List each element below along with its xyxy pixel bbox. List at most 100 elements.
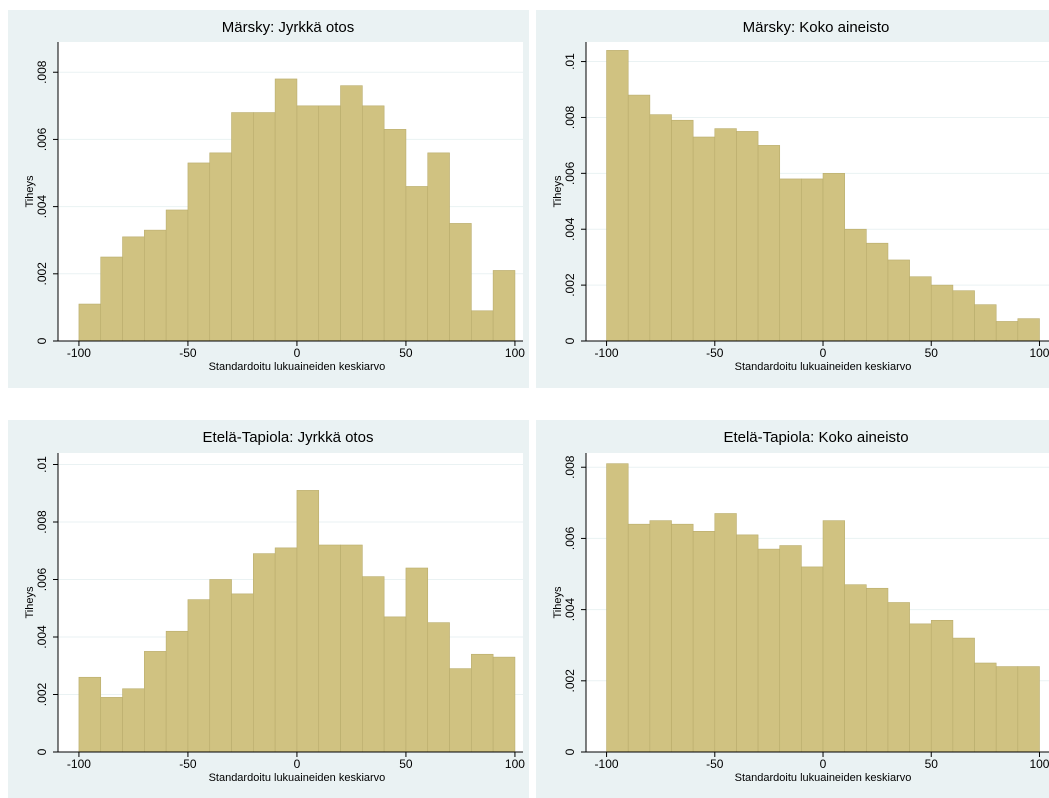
bar — [362, 576, 385, 753]
panel: 0 .002 .004 .006 .008 -100 -50 0 50 100 Etelä-Tapi… — [536, 420, 1049, 798]
x-tick-label: 100 — [505, 757, 525, 771]
bar — [144, 651, 167, 753]
bar — [296, 105, 320, 342]
bar — [449, 668, 472, 753]
x-tick-label: 50 — [399, 346, 413, 360]
panel-title: Etelä-Tapiola: Jyrkkä otos — [203, 429, 374, 446]
y-axis-title: Tiheys — [552, 586, 564, 618]
bar — [714, 513, 737, 753]
bar — [253, 112, 276, 342]
y-axis-title: Tiheys — [24, 175, 36, 207]
bar — [779, 178, 802, 342]
y-tick-label: .01 — [563, 53, 577, 70]
bar — [952, 290, 975, 342]
bar — [209, 579, 232, 753]
x-tick-label: 50 — [399, 757, 413, 771]
x-tick-label: 0 — [820, 757, 827, 771]
bar — [822, 520, 845, 753]
bar — [78, 676, 102, 753]
y-tick-label: .004 — [35, 195, 49, 219]
bar — [692, 531, 716, 753]
bar — [866, 242, 889, 342]
x-tick-label: 100 — [1029, 757, 1049, 771]
y-tick-label: .004 — [563, 217, 577, 241]
x-tick-label: 50 — [925, 757, 939, 771]
bar — [122, 688, 145, 753]
bar — [296, 490, 320, 753]
bar — [887, 259, 910, 342]
bar — [779, 545, 802, 753]
bar — [100, 697, 123, 753]
bar — [187, 162, 211, 342]
x-axis-title: Standardoitu lukuaineiden keskiarvo — [209, 772, 386, 784]
bar — [427, 622, 450, 753]
bar — [187, 599, 211, 753]
x-tick-label: -100 — [595, 346, 619, 360]
bar — [606, 463, 629, 753]
bar — [427, 152, 450, 342]
x-tick-label: 100 — [1029, 346, 1049, 360]
bar — [974, 662, 997, 753]
bar — [1017, 666, 1040, 753]
y-tick-label: 0 — [563, 748, 577, 755]
bar — [844, 584, 867, 753]
y-tick-label: .002 — [35, 262, 49, 286]
bar — [405, 567, 429, 753]
bar — [887, 602, 910, 753]
y-tick-label: .008 — [563, 105, 577, 129]
bar — [736, 534, 759, 753]
bar — [231, 112, 254, 342]
bar — [844, 228, 867, 342]
bar — [714, 128, 737, 342]
bar — [627, 94, 651, 342]
bar — [100, 256, 123, 342]
bar — [209, 152, 232, 342]
bar — [144, 229, 167, 342]
bar — [471, 653, 494, 753]
panel-title: Märsky: Jyrkkä otos — [222, 19, 355, 36]
bar — [909, 623, 932, 753]
x-axis-title: Standardoitu lukuaineiden keskiarvo — [209, 361, 386, 373]
y-tick-label: .002 — [563, 273, 577, 297]
x-tick-label: -50 — [706, 346, 724, 360]
bar — [318, 105, 341, 342]
panel-title: Märsky: Koko aineisto — [743, 19, 890, 36]
bar — [165, 630, 189, 753]
y-tick-label: .006 — [563, 526, 577, 550]
panel: 0 .002 .004 .006 .008 .01 -100 -50 0 50 100 Märsky:… — [536, 10, 1049, 388]
bar — [692, 136, 716, 342]
bar — [909, 276, 932, 342]
y-axis-title: Tiheys — [552, 175, 564, 207]
bar — [627, 523, 651, 753]
bar — [801, 178, 824, 342]
bar — [165, 209, 189, 342]
bar — [822, 173, 845, 342]
bar — [492, 656, 516, 753]
bar — [736, 131, 759, 342]
bar — [866, 587, 889, 753]
bar — [974, 304, 997, 342]
bar — [1017, 318, 1040, 342]
bar — [405, 186, 429, 342]
bar — [492, 270, 516, 342]
y-tick-label: .002 — [563, 669, 577, 693]
bar — [952, 637, 975, 753]
bar — [449, 223, 472, 342]
x-tick-label: -100 — [67, 346, 91, 360]
panel: 0 .002 .004 .006 .008 .01 -100 -50 0 50 100 Etelä-T… — [8, 420, 529, 798]
bar — [930, 284, 954, 342]
x-tick-label: -100 — [67, 757, 91, 771]
bar — [649, 520, 672, 753]
bar — [930, 619, 954, 753]
bar — [122, 236, 145, 342]
bar — [757, 145, 781, 342]
y-tick-label: .008 — [563, 455, 577, 479]
bar — [606, 50, 629, 342]
y-tick-label: .006 — [35, 567, 49, 591]
y-tick-label: 0 — [563, 337, 577, 344]
bar — [757, 548, 781, 753]
x-tick-label: -50 — [179, 757, 197, 771]
bar — [995, 666, 1019, 753]
bar — [362, 105, 385, 342]
bar — [274, 547, 298, 753]
